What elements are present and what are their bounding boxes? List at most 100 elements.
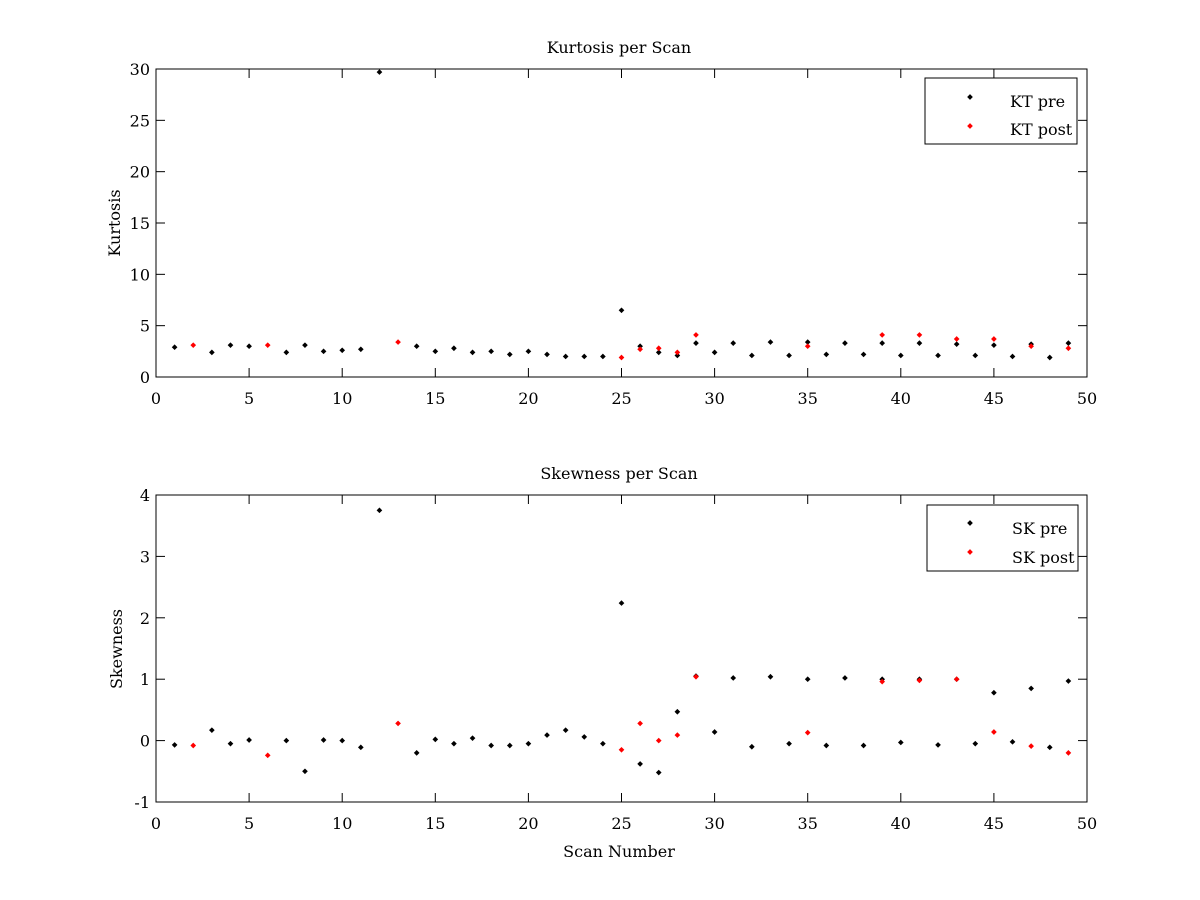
kurtosis-x-tick-label: 45 xyxy=(984,389,1004,408)
skewness-point-pre xyxy=(860,742,867,749)
skewness-point-pre xyxy=(618,600,625,606)
kurtosis-x-tick-label: 35 xyxy=(798,389,818,408)
kurtosis-point-pre xyxy=(227,342,234,349)
kurtosis-point-pre xyxy=(246,343,252,350)
kurtosis-y-tick-label: 0 xyxy=(140,368,150,387)
skewness-legend-box xyxy=(926,504,1079,572)
skewness-y-axis-label: Skewness xyxy=(107,609,126,689)
skewness-point-pre xyxy=(525,740,532,747)
skewness-point-pre xyxy=(339,737,346,744)
kurtosis-point-pre xyxy=(506,351,513,358)
skewness-point-pre xyxy=(227,740,234,747)
skewness-point-pre xyxy=(209,727,215,733)
skewness-x-axis-label: Scan Number xyxy=(563,842,675,861)
skewness-point-pre xyxy=(767,673,774,680)
kurtosis-point-post xyxy=(655,345,662,352)
kurtosis-point-pre xyxy=(637,343,643,350)
kurtosis-point-pre xyxy=(469,349,476,356)
kurtosis-x-tick-label: 10 xyxy=(332,389,352,408)
skewness-point-pre xyxy=(451,740,457,747)
kurtosis-x-tick-label: 50 xyxy=(1077,389,1097,408)
kurtosis-x-tick-label: 30 xyxy=(704,389,724,408)
kurtosis-point-pre xyxy=(953,341,960,347)
kurtosis-point-post xyxy=(804,343,811,350)
kurtosis-point-post xyxy=(674,349,681,356)
skewness-point-pre xyxy=(320,737,327,743)
kurtosis-subplot: Kurtosis per Scan Kurtosis 0 5 10 15 20 25 30 3… xyxy=(105,38,1097,408)
skewness-y-tick-label: 4 xyxy=(140,486,150,505)
kurtosis-point-pre xyxy=(823,351,830,358)
skewness-point-pre xyxy=(562,727,569,733)
skewness-x-tick-label: 30 xyxy=(704,814,724,833)
kurtosis-point-pre xyxy=(525,348,532,355)
skewness-x-tick-label: 45 xyxy=(984,814,1004,833)
kurtosis-y-axis-label: Kurtosis xyxy=(105,189,124,256)
kurtosis-point-pre xyxy=(991,342,997,349)
kurtosis-point-pre xyxy=(935,352,941,359)
skewness-point-pre xyxy=(171,742,178,748)
skewness-point-pre xyxy=(637,761,643,767)
kurtosis-point-pre xyxy=(488,348,494,355)
kurtosis-point-pre xyxy=(451,345,457,352)
skewness-point-pre xyxy=(991,689,997,696)
kurtosis-y-tick-label: 5 xyxy=(140,317,150,336)
kurtosis-x-tick-label: 15 xyxy=(425,389,445,408)
skewness-x-tick-label: 50 xyxy=(1077,814,1097,833)
skewness-point-pre xyxy=(674,708,681,715)
kurtosis-legend-marker-post xyxy=(967,123,973,129)
skewness-point-pre xyxy=(600,740,606,747)
kurtosis-y-tick-label: 10 xyxy=(130,265,150,284)
skewness-point-pre xyxy=(972,740,979,747)
skewness-x-tick-label: 20 xyxy=(518,814,538,833)
skewness-point-pre xyxy=(581,734,588,740)
kurtosis-point-pre xyxy=(711,349,718,356)
kurtosis-point-pre xyxy=(302,342,308,349)
skewness-y-tick-label: 0 xyxy=(140,732,150,751)
kurtosis-point-pre xyxy=(283,349,290,356)
skewness-point-post xyxy=(953,676,960,683)
kurtosis-title: Kurtosis per Scan xyxy=(547,38,691,57)
kurtosis-point-post xyxy=(1028,343,1034,350)
kurtosis-point-pre xyxy=(357,346,364,353)
skewness-y-tick-label: 2 xyxy=(140,609,150,628)
kurtosis-point-post xyxy=(264,342,271,349)
skewness-x-tick-label: 15 xyxy=(425,814,445,833)
kurtosis-point-post xyxy=(637,346,643,353)
skewness-x-tick-label: 5 xyxy=(244,814,254,833)
kurtosis-point-post xyxy=(693,332,699,338)
kurtosis-point-pre xyxy=(674,352,681,359)
skewness-point-post xyxy=(395,720,401,727)
skewness-point-post xyxy=(1028,743,1034,749)
kurtosis-point-pre xyxy=(897,352,904,359)
skewness-title: Skewness per Scan xyxy=(540,464,697,483)
kurtosis-x-tick-label: 0 xyxy=(151,389,161,408)
skewness-point-post xyxy=(655,737,662,744)
skewness-point-pre xyxy=(1028,685,1034,692)
kurtosis-point-pre xyxy=(1046,354,1053,361)
kurtosis-x-tick-label: 25 xyxy=(611,389,631,408)
skewness-point-pre xyxy=(1046,744,1053,751)
skewness-point-pre xyxy=(544,732,550,738)
skewness-point-pre xyxy=(506,742,513,749)
skewness-point-post xyxy=(1065,750,1072,756)
kurtosis-point-post xyxy=(953,336,960,342)
kurtosis-point-pre xyxy=(544,351,550,358)
kurtosis-point-post xyxy=(916,332,923,338)
skewness-legend-marker-post xyxy=(967,549,973,555)
kurtosis-point-pre xyxy=(1065,340,1072,346)
skewness-point-pre xyxy=(749,743,755,750)
kurtosis-legend-label-pre: KT pre xyxy=(1010,92,1065,111)
kurtosis-plot-area: 0 5 10 15 20 25 30 35 40 45 50 0 5 10 15 20 25 30 xyxy=(130,60,1098,408)
kurtosis-point-pre xyxy=(804,339,811,345)
kurtosis-point-pre xyxy=(432,348,439,355)
skewness-x-tick-label: 35 xyxy=(798,814,818,833)
skewness-point-post xyxy=(879,678,886,685)
skewness-point-pre xyxy=(935,742,941,748)
skewness-point-pre xyxy=(655,769,662,776)
kurtosis-point-pre xyxy=(562,353,569,360)
skewness-point-pre xyxy=(897,739,904,746)
kurtosis-legend: KT pre KT post xyxy=(924,77,1078,145)
skewness-point-pre xyxy=(488,742,494,749)
